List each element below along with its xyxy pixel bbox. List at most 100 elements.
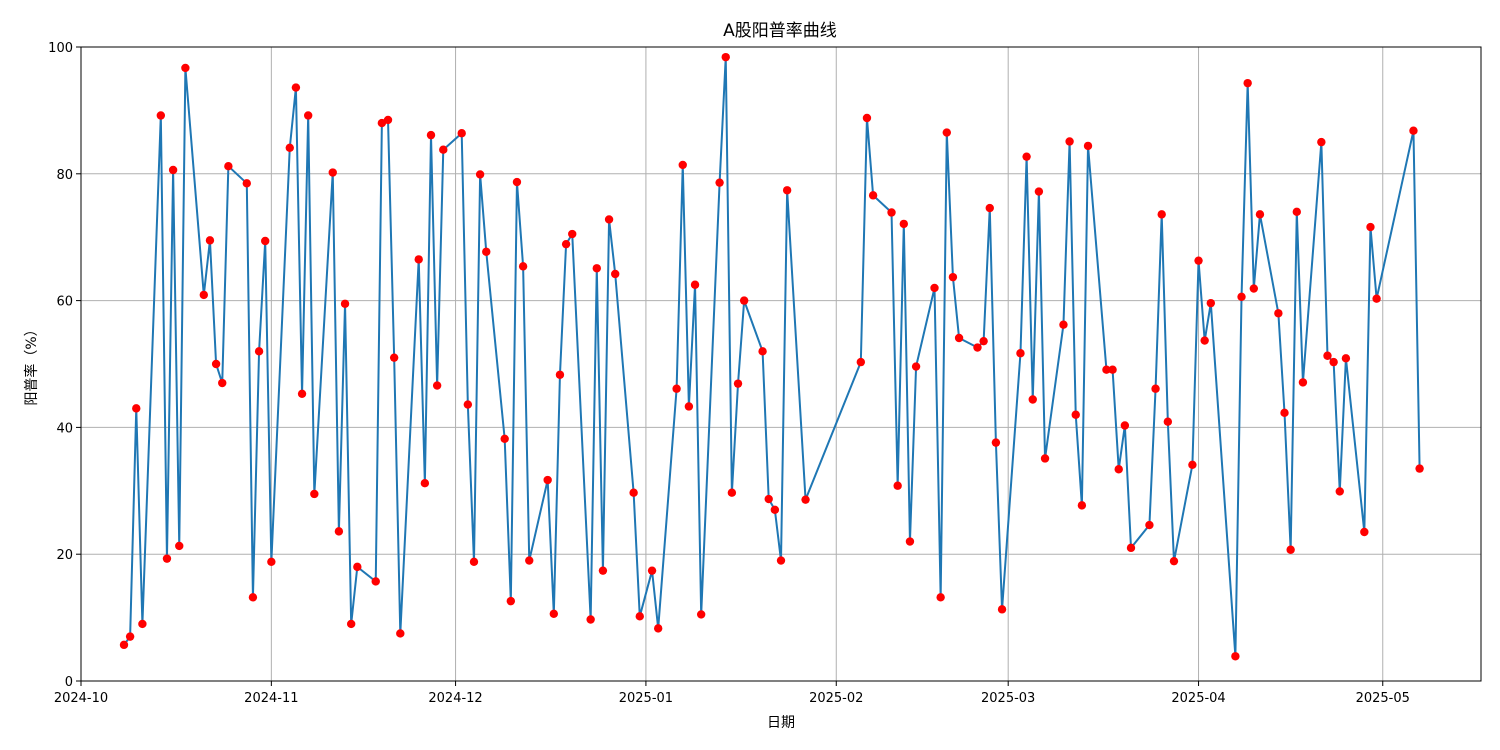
x-tick-label: 2025-03	[981, 691, 1035, 706]
chart-title: A股阳普率曲线	[723, 21, 837, 41]
data-point	[1317, 137, 1326, 147]
data-point	[948, 272, 958, 282]
data-point	[1249, 284, 1259, 293]
data-point	[985, 203, 994, 213]
x-tick-label: 2025-04	[1171, 691, 1225, 706]
data-point	[739, 296, 749, 305]
data-point	[1206, 298, 1216, 308]
data-point	[1188, 460, 1197, 470]
data-point	[586, 615, 595, 624]
data-point	[672, 384, 681, 393]
data-point	[218, 378, 227, 388]
data-point	[1366, 222, 1375, 232]
data-point	[684, 402, 694, 411]
data-point	[457, 129, 466, 138]
data-point	[1243, 78, 1252, 88]
y-axis-label: 阳普率（%）	[23, 322, 40, 405]
data-point	[549, 609, 559, 618]
data-point	[1323, 351, 1332, 360]
y-tick-label: 20	[56, 548, 73, 563]
data-point	[1341, 354, 1351, 363]
data-point	[205, 236, 215, 245]
data-point	[653, 624, 663, 633]
data-point	[291, 83, 301, 92]
data-point	[1022, 152, 1031, 161]
x-tick-label: 2024-10	[54, 691, 108, 706]
data-point	[721, 52, 730, 62]
data-point	[893, 481, 902, 490]
data-point	[254, 347, 264, 356]
data-point	[518, 262, 528, 271]
data-point	[426, 130, 436, 140]
data-point	[1059, 320, 1068, 329]
data-point	[1163, 417, 1173, 426]
data-point	[862, 113, 872, 123]
data-point	[482, 247, 491, 256]
data-point	[942, 128, 951, 137]
data-point	[371, 577, 380, 586]
data-point	[297, 389, 307, 398]
data-point	[770, 505, 780, 515]
y-tick-label: 60	[56, 295, 73, 310]
data-point	[1034, 187, 1044, 196]
x-tick-label: 2024-11	[244, 691, 298, 706]
data-point	[887, 208, 896, 217]
data-point	[678, 160, 687, 170]
data-point	[635, 612, 644, 621]
x-tick-label: 2024-12	[428, 691, 482, 706]
data-point	[997, 605, 1007, 614]
data-point	[346, 619, 356, 629]
data-point	[936, 593, 945, 602]
data-point	[782, 186, 792, 195]
data-point	[611, 269, 620, 279]
data-point	[303, 111, 313, 120]
data-point	[1114, 465, 1123, 474]
data-point	[1237, 292, 1246, 301]
data-point	[1108, 365, 1117, 374]
data-point	[334, 527, 344, 536]
data-point	[899, 219, 909, 229]
data-point	[1071, 410, 1080, 419]
data-point	[383, 115, 393, 125]
y-axis: 0 20 40 60 80 100	[48, 41, 81, 690]
data-point	[242, 179, 251, 188]
data-point	[500, 434, 509, 444]
data-point	[1335, 487, 1344, 496]
data-point	[733, 379, 743, 388]
data-point	[138, 619, 147, 629]
data-point	[525, 556, 534, 565]
x-tick-label: 2025-05	[1356, 691, 1410, 706]
data-point	[911, 362, 921, 371]
data-point	[629, 488, 638, 497]
data-point	[696, 610, 706, 619]
data-point	[1065, 137, 1074, 146]
data-point	[420, 478, 430, 488]
data-point	[1028, 395, 1037, 404]
x-tick-label: 2025-01	[619, 691, 673, 706]
data-point	[1151, 384, 1160, 393]
plot-frame	[80, 46, 1482, 682]
data-point	[285, 143, 294, 153]
data-point	[353, 562, 362, 572]
data-point	[506, 596, 516, 606]
data-point	[1083, 141, 1093, 151]
data-point	[168, 165, 178, 175]
data-point	[1145, 520, 1154, 530]
data-point	[1286, 545, 1295, 554]
data-point	[991, 438, 1001, 447]
data-point	[1360, 527, 1369, 537]
data-point	[868, 191, 878, 200]
data-point	[156, 111, 166, 120]
data-point	[776, 556, 786, 565]
data-point	[1040, 454, 1050, 463]
data-point	[1157, 210, 1166, 219]
data-point	[211, 359, 221, 369]
data-point	[801, 495, 810, 504]
data-point	[1102, 365, 1111, 374]
data-point	[389, 353, 399, 362]
data-point	[1077, 501, 1087, 510]
data-point	[1126, 543, 1136, 553]
data-point	[647, 566, 657, 575]
data-point	[598, 566, 608, 575]
data-point	[181, 63, 190, 73]
